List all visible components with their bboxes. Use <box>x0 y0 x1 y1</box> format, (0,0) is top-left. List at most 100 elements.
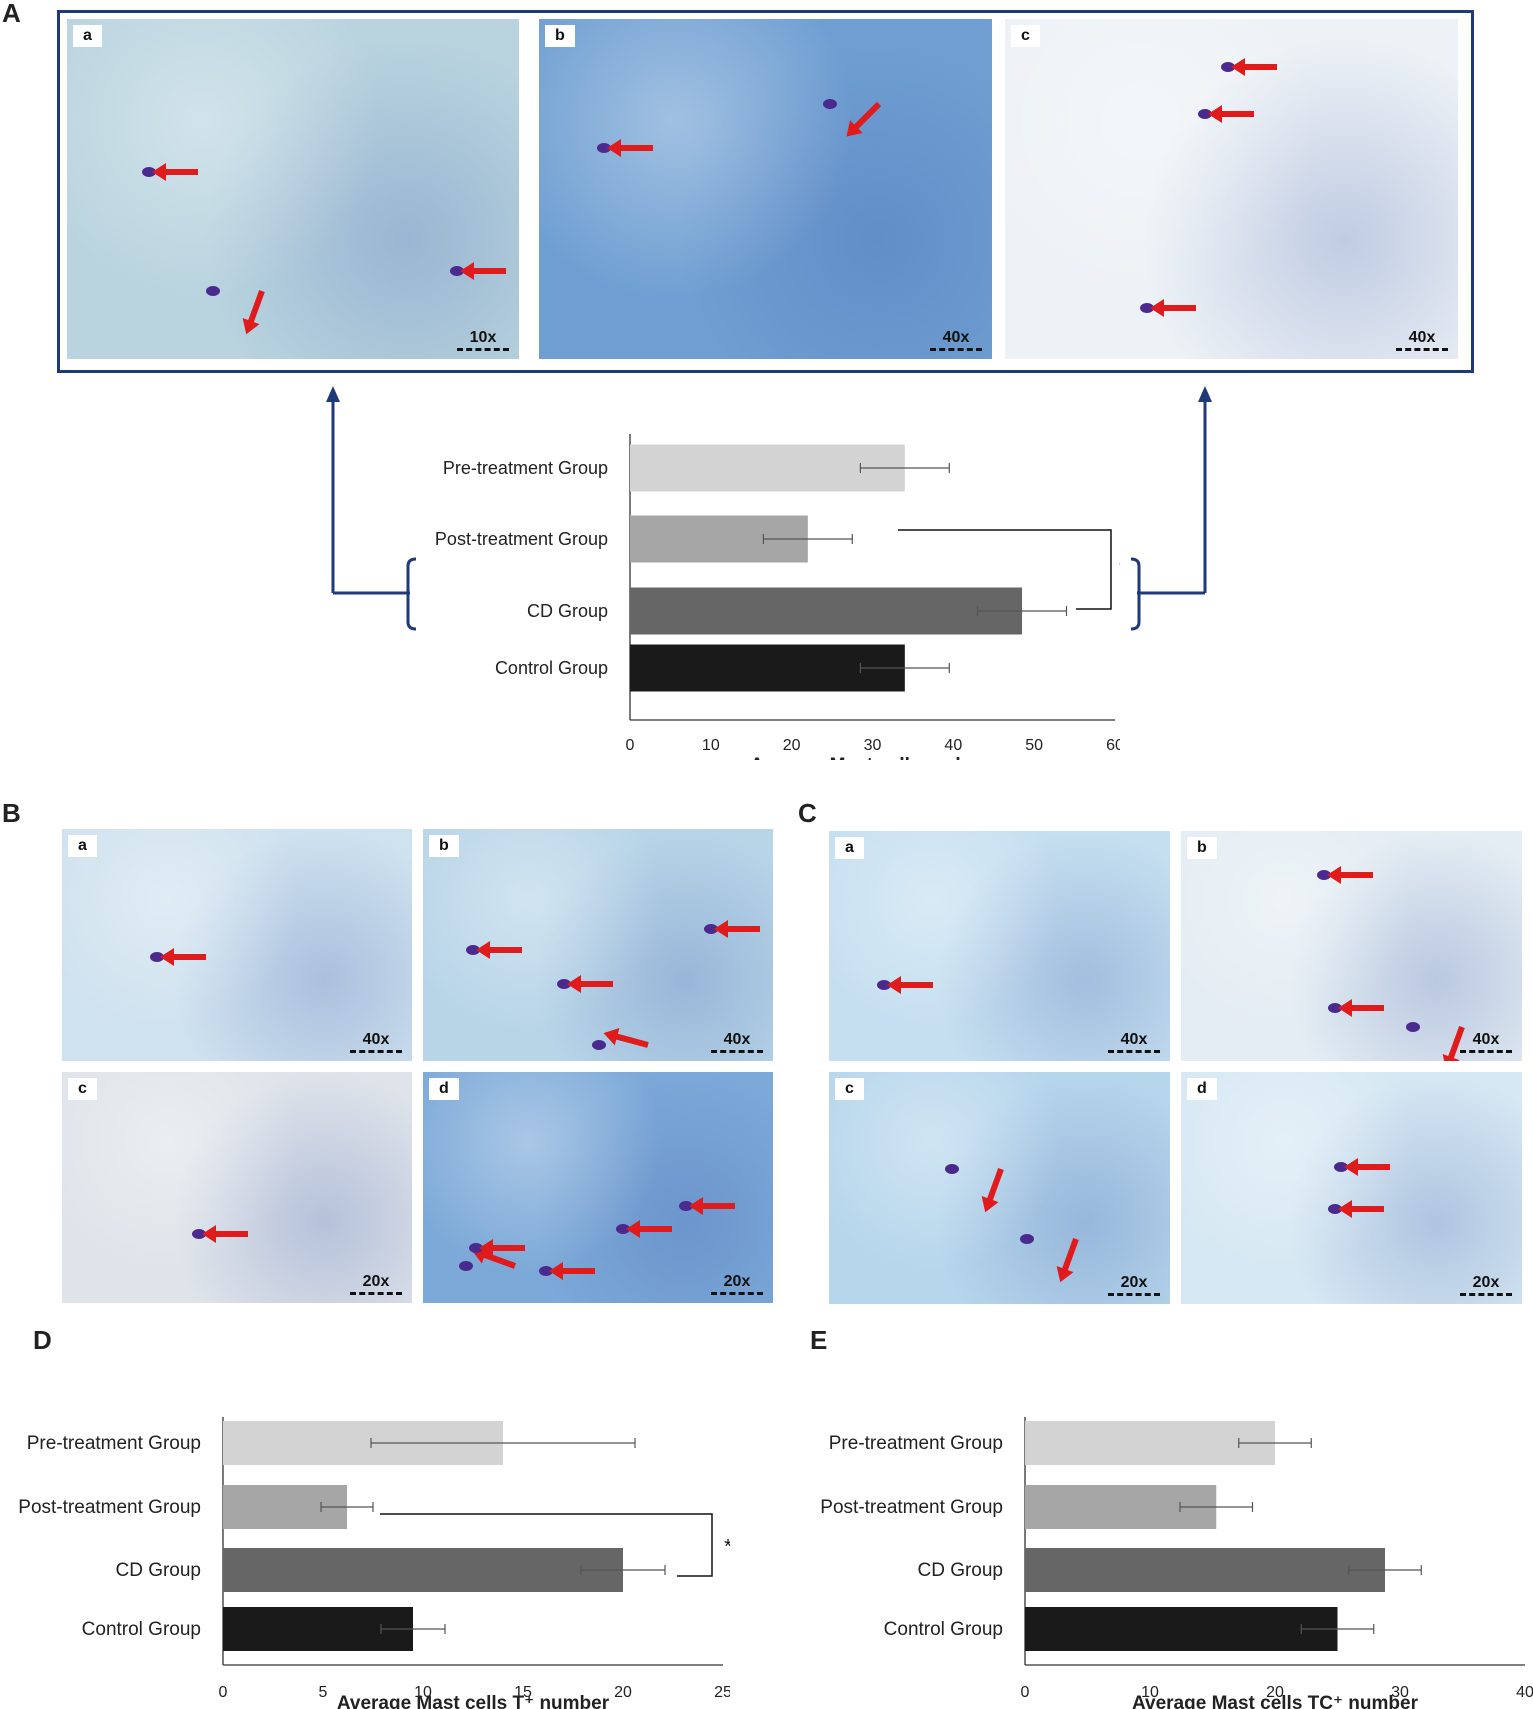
micrograph-label: b <box>429 835 459 857</box>
panel-letter-e: E <box>810 1325 828 1355</box>
mast-cell <box>205 286 220 296</box>
micrograph-c-d: d 20x <box>1181 1072 1522 1304</box>
x-axis-label: Average Mast cells T⁺ number <box>337 1693 610 1709</box>
tick-label: 60 <box>1106 737 1120 754</box>
tick-label: 25 <box>714 1684 730 1701</box>
mast-cell <box>1334 1162 1349 1173</box>
bar <box>1025 1548 1385 1592</box>
category-label: Pre-treatment Group <box>829 1433 1003 1454</box>
category-label: CD Group <box>917 1560 1003 1581</box>
bar <box>630 444 905 492</box>
tick-label: 40 <box>944 737 962 754</box>
red-arrow-icon <box>459 261 506 280</box>
micrograph-label: d <box>429 1078 459 1100</box>
magnification-label: 40x <box>711 1031 763 1053</box>
red-arrow-icon <box>160 947 206 966</box>
micrograph-label: c <box>1011 25 1040 47</box>
red-arrow-icon <box>1208 105 1255 124</box>
red-arrow-icon <box>689 1196 735 1215</box>
mast-cell <box>465 944 480 955</box>
red-arrow-icon <box>479 1238 525 1257</box>
chart-average-mast-cell: Pre-treatment Group Post-treatment Group C… <box>435 434 1120 760</box>
mast-cell <box>616 1224 630 1235</box>
mast-cell <box>679 1200 693 1211</box>
tick-label: 30 <box>864 737 882 754</box>
mast-cell <box>1198 109 1213 120</box>
tick-label: 40 <box>1516 1684 1533 1701</box>
tick-label: 30 <box>1391 1684 1409 1701</box>
x-axis-label: Average Mast cells TC⁺ number <box>1132 1693 1419 1709</box>
mast-cell <box>1327 1003 1342 1014</box>
arrow-head-left <box>326 386 340 402</box>
micrograph-label: a <box>73 25 102 47</box>
mast-cell <box>1221 61 1236 72</box>
red-arrow-icon <box>549 1261 595 1280</box>
mast-cell <box>823 99 838 109</box>
magnification-label: 40x <box>930 329 982 351</box>
panel-letter-d: D <box>33 1325 52 1355</box>
micrograph-c-b: b 40x <box>1181 831 1522 1061</box>
mast-cell <box>596 143 611 154</box>
micrograph-label: c <box>68 1078 97 1100</box>
chart-mast-cells-t: Pre-treatment Group Post-treatment Group C… <box>18 1417 730 1709</box>
magnification-label: 20x <box>1108 1274 1160 1296</box>
category-label: CD Group <box>527 601 608 621</box>
tick-label: 10 <box>1141 1684 1159 1701</box>
red-arrow-icon <box>626 1220 672 1239</box>
category-label: Post-treatment Group <box>435 529 608 549</box>
magnification-label: 20x <box>711 1273 763 1295</box>
tick-label: 0 <box>626 737 635 754</box>
mast-cell <box>449 265 464 276</box>
micrograph-a-b: b 40x <box>539 19 992 359</box>
panel-letter-a: A <box>2 0 21 28</box>
mast-cell <box>1327 1203 1342 1214</box>
red-arrow-icon <box>1337 999 1384 1018</box>
tick-label: 5 <box>319 1684 328 1701</box>
micrograph-b-d: d 20x <box>423 1072 773 1303</box>
category-label: Control Group <box>884 1619 1003 1640</box>
micrograph-label: d <box>1187 1078 1217 1100</box>
panel-letter-b: B <box>2 798 21 828</box>
red-arrow-icon <box>1337 1199 1384 1218</box>
micrograph-a-a: a 10x <box>67 19 519 359</box>
tick-label: 20 <box>1266 1684 1284 1701</box>
category-label: Control Group <box>495 658 608 678</box>
bar <box>630 644 905 692</box>
red-arrow-icon <box>986 1168 1004 1203</box>
red-arrow-icon <box>1061 1238 1079 1273</box>
red-arrow-icon <box>1344 1158 1391 1177</box>
mast-cell <box>539 1265 553 1276</box>
panel-a-connectors <box>326 386 1212 631</box>
micrograph-b-c: c 20x <box>62 1072 412 1303</box>
red-arrow-icon <box>1149 299 1196 317</box>
red-arrow-icon <box>475 940 522 959</box>
red-arrow-icon <box>713 919 760 938</box>
mast-cell <box>142 167 157 177</box>
mast-cell <box>192 1228 206 1239</box>
mast-cell <box>944 1164 959 1175</box>
red-arrow-icon <box>202 1224 248 1243</box>
magnification-label: 20x <box>350 1273 402 1295</box>
category-label: Pre-treatment Group <box>27 1433 201 1454</box>
mast-cell <box>458 1261 473 1272</box>
red-arrow-icon <box>606 139 653 158</box>
category-label: Post-treatment Group <box>18 1497 201 1518</box>
significance-label: * <box>724 1536 730 1558</box>
tick-label: 15 <box>514 1684 532 1701</box>
tick-label: 0 <box>1021 1684 1030 1701</box>
tick-label: 20 <box>614 1684 632 1701</box>
mast-cell <box>150 951 164 962</box>
arrow-head-right <box>1198 386 1212 402</box>
tick-label: 0 <box>219 1684 228 1701</box>
red-arrow-icon <box>152 163 199 181</box>
magnification-label: 40x <box>1460 1031 1512 1053</box>
micrograph-label: a <box>835 837 864 859</box>
x-axis-label: Average Mast cell number <box>750 755 985 760</box>
tick-label: 20 <box>783 737 801 754</box>
magnification-label: 40x <box>350 1031 402 1053</box>
significance-bracket <box>380 1513 713 1577</box>
tick-label: 50 <box>1025 737 1043 754</box>
mast-cell <box>876 980 891 991</box>
red-arrow-icon <box>566 975 613 994</box>
micrograph-label: c <box>835 1078 864 1100</box>
